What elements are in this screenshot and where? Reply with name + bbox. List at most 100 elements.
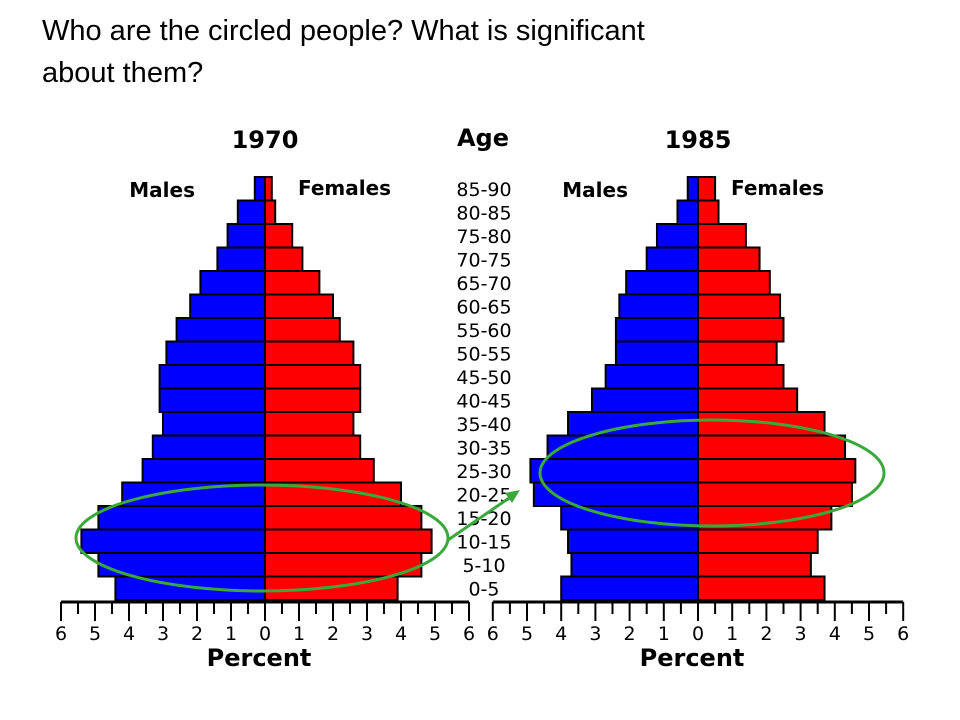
male-bar-70-75	[216, 246, 266, 272]
x-tick-label: 5	[89, 623, 101, 645]
highlight-annotation	[74, 418, 886, 593]
female-bar-25-30	[264, 458, 375, 484]
age-label-20-25: 20-25	[456, 484, 511, 506]
x-tick-label: 5	[521, 623, 533, 645]
female-bar-85-90	[264, 176, 273, 202]
x-tick-label: 6	[55, 623, 67, 645]
x-tick-label: 4	[829, 623, 841, 645]
age-label-35-40: 35-40	[456, 414, 511, 436]
female-bar-30-35	[697, 434, 847, 460]
female-bar-60-65	[264, 293, 334, 319]
x-tick-label: 4	[123, 623, 135, 645]
circle-1970-cohort	[74, 483, 450, 593]
age-label-80-85: 80-85	[456, 202, 511, 224]
x-tick-label: 1	[658, 623, 670, 645]
males-label: Males	[129, 178, 195, 202]
male-bar-60-65	[189, 293, 266, 319]
male-bar-40-45	[590, 387, 699, 413]
female-bar-40-45	[697, 387, 799, 413]
female-bar-85-90	[697, 176, 717, 202]
female-bar-80-85	[697, 199, 720, 225]
age-heading: Age	[457, 124, 509, 152]
male-bar-30-35	[151, 434, 266, 460]
male-bar-55-60	[614, 317, 699, 343]
age-label-45-50: 45-50	[456, 367, 511, 389]
female-bar-40-45	[264, 387, 362, 413]
female-bar-60-65	[697, 293, 782, 319]
x-tick-label: 6	[463, 623, 475, 645]
female-bar-65-70	[697, 270, 771, 296]
age-label-50-55: 50-55	[456, 343, 511, 365]
male-bar-80-85	[676, 199, 699, 225]
male-bar-50-55	[614, 340, 699, 366]
female-bar-30-35	[264, 434, 362, 460]
male-bar-10-15	[80, 528, 267, 554]
female-bar-50-55	[264, 340, 355, 366]
male-bar-85-90	[253, 176, 267, 202]
x-tick-label: 1	[726, 623, 738, 645]
x-tick-label: 3	[361, 623, 373, 645]
male-bar-45-50	[604, 364, 699, 390]
male-bar-55-60	[175, 317, 267, 343]
x-tick-label: 6	[487, 623, 499, 645]
age-label-70-75: 70-75	[456, 249, 511, 271]
x-axis-label: Percent	[640, 644, 745, 672]
x-tick-label: 2	[191, 623, 203, 645]
age-column: Age 0-55-1010-1515-2020-2525-3030-3535-40…	[456, 124, 511, 600]
male-bar-75-80	[226, 223, 267, 249]
age-label-10-15: 10-15	[456, 531, 511, 553]
age-label-55-60: 55-60	[456, 320, 511, 342]
male-bar-50-55	[165, 340, 266, 366]
female-bar-55-60	[264, 317, 341, 343]
x-tick-label: 4	[395, 623, 407, 645]
question-line-2: about them?	[42, 57, 204, 90]
age-label-85-90: 85-90	[456, 179, 511, 201]
male-bar-5-10	[570, 552, 700, 578]
male-bar-30-35	[546, 434, 700, 460]
female-bar-5-10	[697, 552, 812, 578]
male-bar-35-40	[162, 411, 266, 437]
female-bar-10-15	[697, 528, 819, 554]
x-tick-label: 1	[293, 623, 305, 645]
x-tick-label: 6	[897, 623, 909, 645]
female-bar-25-30	[697, 458, 857, 484]
male-bar-45-50	[158, 364, 267, 390]
question-line-1: Who are the circled people? What is sign…	[42, 15, 645, 47]
x-tick-label: 3	[589, 623, 601, 645]
x-tick-label: 5	[429, 623, 441, 645]
male-bar-75-80	[655, 223, 700, 249]
x-axis-label: Percent	[207, 644, 312, 672]
male-bar-85-90	[686, 176, 699, 202]
x-tick-label: 2	[327, 623, 339, 645]
arrow-head	[505, 490, 520, 503]
female-bar-45-50	[697, 364, 785, 390]
females-label: Females	[298, 176, 391, 200]
age-label-40-45: 40-45	[456, 390, 511, 412]
female-bar-80-85	[264, 199, 277, 225]
age-label-5-10: 5-10	[462, 555, 505, 577]
x-tick-label: 0	[692, 623, 704, 645]
arrow-shaft	[447, 494, 513, 542]
age-label-30-35: 30-35	[456, 437, 511, 459]
female-bar-0-5	[697, 575, 826, 601]
female-bar-45-50	[264, 364, 362, 390]
pyramid-title: 1970	[232, 126, 299, 154]
males-label: Males	[562, 178, 628, 202]
circle-1985-cohort	[538, 418, 886, 528]
female-bar-50-55	[697, 340, 778, 366]
pyramid-title: 1985	[665, 126, 732, 154]
x-tick-label: 3	[795, 623, 807, 645]
female-bar-70-75	[697, 246, 761, 272]
male-bar-40-45	[158, 387, 267, 413]
female-bar-55-60	[697, 317, 785, 343]
female-bar-15-20	[264, 505, 423, 531]
x-tick-label: 0	[259, 623, 271, 645]
x-tick-label: 2	[624, 623, 636, 645]
x-tick-label: 2	[760, 623, 772, 645]
male-bar-60-65	[618, 293, 700, 319]
female-bar-10-15	[264, 528, 433, 554]
age-label-0-5: 0-5	[468, 578, 499, 600]
